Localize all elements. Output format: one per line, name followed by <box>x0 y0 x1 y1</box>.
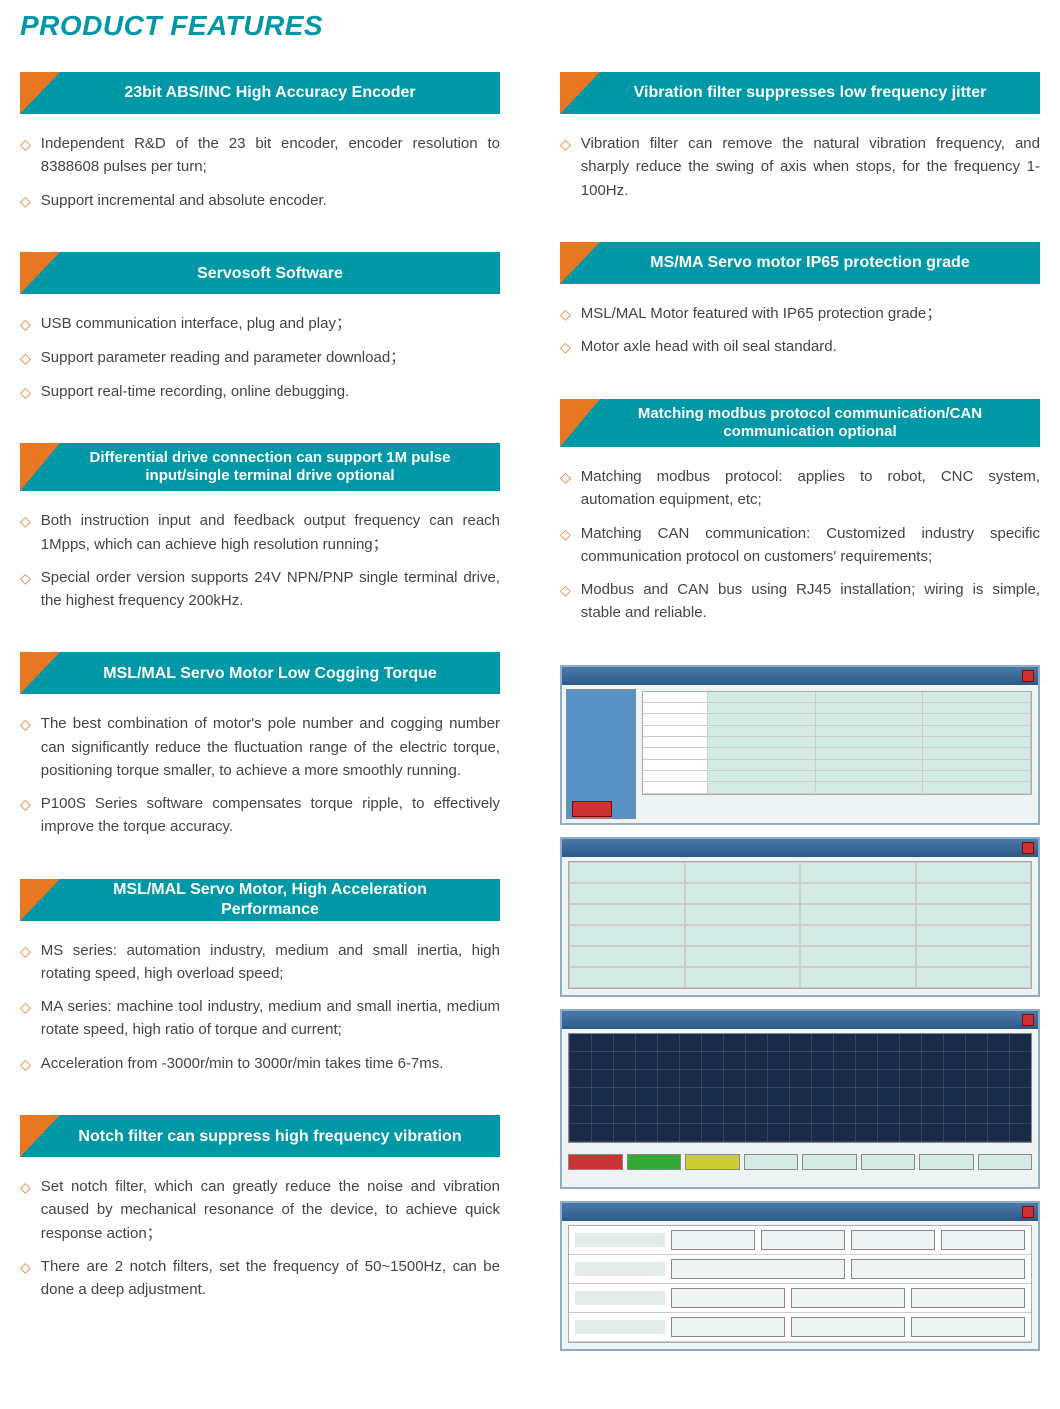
feature-block-right-0: Vibration filter suppresses low frequenc… <box>560 72 1040 202</box>
diamond-icon: ◇ <box>20 794 31 816</box>
feature-header: Matching modbus protocol communication/C… <box>560 399 1040 447</box>
bullet-item: ◇ MA series: machine tool industry, mediu… <box>20 995 500 1042</box>
bullet-item: ◇ MS series: automation industry, medium … <box>20 939 500 986</box>
diamond-icon: ◇ <box>20 314 31 336</box>
right-column: Vibration filter suppresses low frequenc… <box>560 72 1040 1351</box>
diamond-icon: ◇ <box>20 191 31 213</box>
diamond-icon: ◇ <box>20 1177 31 1199</box>
bullet-text: Special order version supports 24V NPN/P… <box>41 566 500 613</box>
bullet-item: ◇ Support parameter reading and parameter… <box>20 346 500 370</box>
diamond-icon: ◇ <box>20 382 31 404</box>
bullet-text: Modbus and CAN bus using RJ45 installati… <box>581 578 1040 625</box>
bullet-text: There are 2 notch filters, set the frequ… <box>41 1255 500 1302</box>
diamond-icon: ◇ <box>20 714 31 736</box>
bullet-text: USB communication interface, plug and pl… <box>41 312 500 335</box>
screenshot-config-grid <box>560 837 1040 997</box>
screenshot-steps-panel <box>560 1201 1040 1351</box>
diamond-icon: ◇ <box>20 568 31 590</box>
bullet-text: Matching modbus protocol: applies to rob… <box>581 465 1040 512</box>
feature-block-left-5: Notch filter can suppress high frequency… <box>20 1115 500 1301</box>
bullet-item: ◇ P100S Series software compensates torqu… <box>20 792 500 839</box>
feature-header: 23bit ABS/INC High Accuracy Encoder <box>20 72 500 114</box>
bullet-text: Support real-time recording, online debu… <box>41 380 500 403</box>
bullet-item: ◇ MSL/MAL Motor featured with IP65 protec… <box>560 302 1040 326</box>
diamond-icon: ◇ <box>20 134 31 156</box>
bullet-text: Independent R&D of the 23 bit encoder, e… <box>41 132 500 179</box>
page-title: PRODUCT FEATURES <box>20 10 1040 42</box>
bullet-item: ◇ Set notch filter, which can greatly red… <box>20 1175 500 1245</box>
bullet-item: ◇ Modbus and CAN bus using RJ45 installat… <box>560 578 1040 625</box>
bullet-text: Support parameter reading and parameter … <box>41 346 500 369</box>
diamond-icon: ◇ <box>20 511 31 533</box>
bullet-text: P100S Series software compensates torque… <box>41 792 500 839</box>
bullet-text: The best combination of motor's pole num… <box>41 712 500 782</box>
bullet-item: ◇ The best combination of motor's pole nu… <box>20 712 500 782</box>
bullet-text: MSL/MAL Motor featured with IP65 protect… <box>581 302 1040 325</box>
columns-container: 23bit ABS/INC High Accuracy Encoder ◇ Inde… <box>20 72 1040 1351</box>
feature-header: MSL/MAL Servo Motor, High Acceleration P… <box>20 879 500 921</box>
bullet-item: ◇ Matching modbus protocol: applies to ro… <box>560 465 1040 512</box>
bullet-item: ◇ Support incremental and absolute encode… <box>20 189 500 213</box>
feature-header: Vibration filter suppresses low frequenc… <box>560 72 1040 114</box>
diamond-icon: ◇ <box>560 304 571 326</box>
feature-header: Servosoft Software <box>20 252 500 294</box>
bullet-text: Acceleration from -3000r/min to 3000r/mi… <box>41 1052 500 1075</box>
bullet-text: Set notch filter, which can greatly redu… <box>41 1175 500 1245</box>
bullet-list: ◇ Both instruction input and feedback out… <box>20 509 500 612</box>
diamond-icon: ◇ <box>20 348 31 370</box>
bullet-list: ◇ Independent R&D of the 23 bit encoder, … <box>20 132 500 212</box>
feature-block-left-0: 23bit ABS/INC High Accuracy Encoder ◇ Inde… <box>20 72 500 212</box>
bullet-item: ◇ Support real-time recording, online deb… <box>20 380 500 404</box>
bullet-text: Support incremental and absolute encoder… <box>41 189 500 212</box>
screenshot-parameter-table <box>560 665 1040 825</box>
bullet-text: MS series: automation industry, medium a… <box>41 939 500 986</box>
bullet-list: ◇ Matching modbus protocol: applies to ro… <box>560 465 1040 625</box>
bullet-list: ◇ The best combination of motor's pole nu… <box>20 712 500 838</box>
bullet-item: ◇ There are 2 notch filters, set the freq… <box>20 1255 500 1302</box>
bullet-text: Matching CAN communication: Customized i… <box>581 522 1040 569</box>
diamond-icon: ◇ <box>20 941 31 963</box>
feature-block-left-3: MSL/MAL Servo Motor Low Cogging Torque ◇ T… <box>20 652 500 838</box>
left-column: 23bit ABS/INC High Accuracy Encoder ◇ Inde… <box>20 72 500 1351</box>
bullet-item: ◇ Acceleration from -3000r/min to 3000r/m… <box>20 1052 500 1076</box>
bullet-list: ◇ Vibration filter can remove the natural… <box>560 132 1040 202</box>
bullet-item: ◇ Special order version supports 24V NPN/… <box>20 566 500 613</box>
bullet-list: ◇ MSL/MAL Motor featured with IP65 protec… <box>560 302 1040 359</box>
diamond-icon: ◇ <box>20 1257 31 1279</box>
bullet-list: ◇ Set notch filter, which can greatly red… <box>20 1175 500 1301</box>
screenshot-oscilloscope <box>560 1009 1040 1189</box>
feature-block-right-2: Matching modbus protocol communication/C… <box>560 399 1040 625</box>
feature-block-left-1: Servosoft Software ◇ USB communication int… <box>20 252 500 403</box>
diamond-icon: ◇ <box>560 337 571 359</box>
feature-block-right-1: MS/MA Servo motor IP65 protection grade ◇… <box>560 242 1040 359</box>
screenshot-stack <box>560 665 1040 1351</box>
bullet-list: ◇ USB communication interface, plug and p… <box>20 312 500 403</box>
bullet-item: ◇ Independent R&D of the 23 bit encoder, … <box>20 132 500 179</box>
diamond-icon: ◇ <box>560 134 571 156</box>
bullet-item: ◇ Motor axle head with oil seal standard. <box>560 335 1040 359</box>
feature-header: MS/MA Servo motor IP65 protection grade <box>560 242 1040 284</box>
bullet-text: Vibration filter can remove the natural … <box>581 132 1040 202</box>
bullet-item: ◇ Both instruction input and feedback out… <box>20 509 500 556</box>
diamond-icon: ◇ <box>20 997 31 1019</box>
feature-header: MSL/MAL Servo Motor Low Cogging Torque <box>20 652 500 694</box>
diamond-icon: ◇ <box>560 467 571 489</box>
bullet-text: Motor axle head with oil seal standard. <box>581 335 1040 358</box>
bullet-text: Both instruction input and feedback outp… <box>41 509 500 556</box>
bullet-item: ◇ Vibration filter can remove the natural… <box>560 132 1040 202</box>
bullet-item: ◇ Matching CAN communication: Customized … <box>560 522 1040 569</box>
diamond-icon: ◇ <box>560 580 571 602</box>
feature-header: Differential drive connection can suppor… <box>20 443 500 491</box>
feature-header: Notch filter can suppress high frequency… <box>20 1115 500 1157</box>
feature-block-left-2: Differential drive connection can suppor… <box>20 443 500 612</box>
feature-block-left-4: MSL/MAL Servo Motor, High Acceleration P… <box>20 879 500 1076</box>
bullet-text: MA series: machine tool industry, medium… <box>41 995 500 1042</box>
diamond-icon: ◇ <box>560 524 571 546</box>
bullet-item: ◇ USB communication interface, plug and p… <box>20 312 500 336</box>
diamond-icon: ◇ <box>20 1054 31 1076</box>
bullet-list: ◇ MS series: automation industry, medium … <box>20 939 500 1076</box>
